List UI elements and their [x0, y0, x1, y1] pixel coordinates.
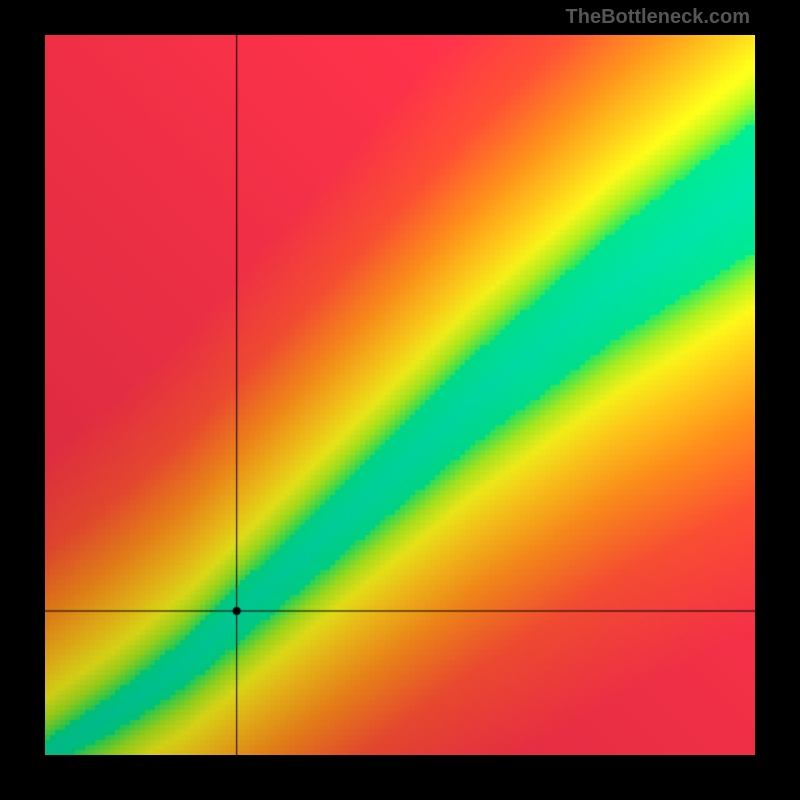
watermark: TheBottleneck.com [566, 6, 750, 29]
heatmap-canvas [45, 35, 755, 755]
bottleneck-heatmap [45, 35, 755, 755]
